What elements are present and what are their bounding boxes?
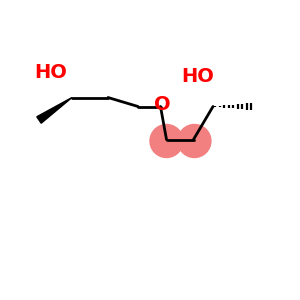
Text: HO: HO	[182, 67, 214, 86]
Circle shape	[178, 124, 211, 158]
Polygon shape	[37, 98, 72, 123]
Circle shape	[150, 124, 183, 158]
Text: HO: HO	[34, 62, 68, 82]
Text: O: O	[154, 95, 170, 115]
